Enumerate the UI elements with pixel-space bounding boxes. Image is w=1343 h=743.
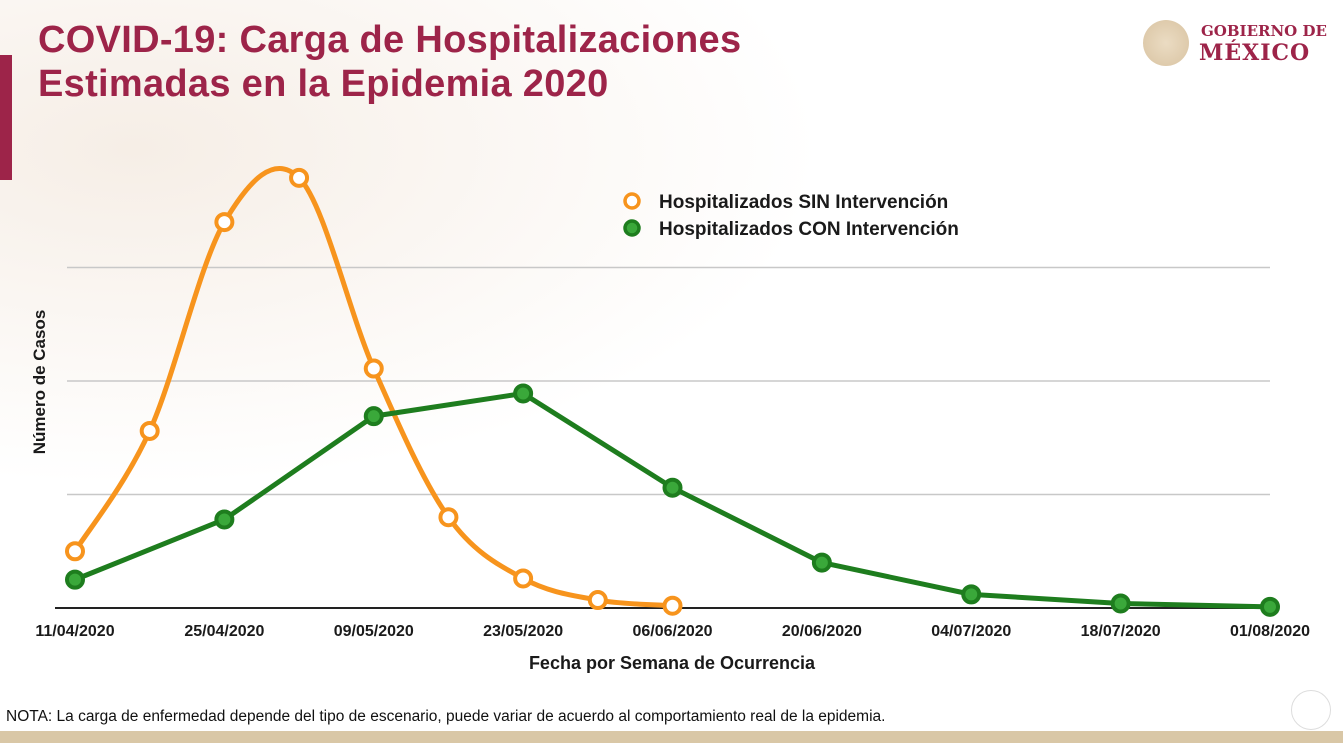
x-tick-label: 23/05/2020 [483,623,563,640]
footnote: NOTA: La carga de enfermedad depende del… [6,708,886,725]
data-point [214,212,235,233]
gobierno-logo: GOBIERNO DE MÉXICO [1143,18,1333,68]
data-point [662,477,683,498]
data-point [513,383,534,404]
accent-bar [0,55,12,180]
footer-strip [0,731,1343,743]
seal-icon [1291,690,1331,730]
data-point [438,507,459,528]
series-line-sin [72,166,673,609]
data-point [1260,596,1280,617]
data-point [139,420,160,441]
x-axis-label: Fecha por Semana de Ocurrencia [529,653,816,673]
data-point [1110,593,1131,614]
logo-line-2: MÉXICO [1199,40,1311,66]
data-point [363,358,384,379]
data-point [587,590,608,611]
data-point [65,541,85,562]
x-tick-label: 06/06/2020 [632,623,712,640]
legend-marker [623,219,641,237]
page-title: COVID-19: Carga de Hospitalizaciones Est… [38,18,741,106]
seal-icon [1143,20,1189,66]
x-tick-label: 09/05/2020 [334,623,414,640]
data-point [811,552,832,573]
x-tick-label: 18/07/2020 [1081,623,1161,640]
data-point [363,406,384,427]
title-line-2: Estimadas en la Epidemia 2020 [38,63,609,105]
x-tick-label: 11/04/2020 [35,623,114,640]
y-axis-label: Número de Casos [30,310,49,455]
x-tick-label: 04/07/2020 [931,623,1011,640]
data-point [513,568,534,589]
x-tick-label: 01/08/2020 [1230,623,1310,640]
logo-line-1: GOBIERNO DE [1201,22,1327,40]
x-tick-label: 20/06/2020 [782,623,862,640]
legend-marker [623,192,641,210]
data-point [289,167,310,188]
legend-label: Hospitalizados CON Intervención [659,219,959,240]
series-line-con [74,390,1271,610]
data-point [961,584,982,605]
data-point [65,569,85,590]
x-tick-label: 25/04/2020 [184,623,264,640]
legend-label: Hospitalizados SIN Intervención [659,192,948,213]
data-point [214,509,235,530]
title-line-1: COVID-19: Carga de Hospitalizaciones [38,19,742,61]
data-point [662,595,683,616]
